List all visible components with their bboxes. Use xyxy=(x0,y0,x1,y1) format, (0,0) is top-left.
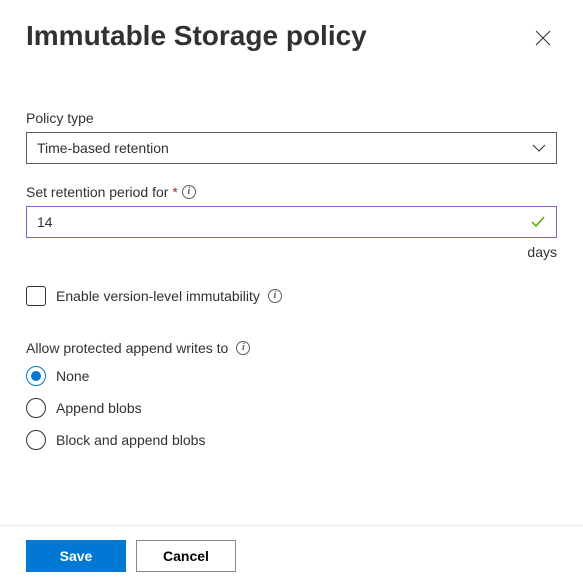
policy-type-label: Policy type xyxy=(26,110,557,126)
retention-unit: days xyxy=(26,244,557,260)
save-button[interactable]: Save xyxy=(26,540,126,572)
radio-button[interactable] xyxy=(26,398,46,418)
chevron-down-icon xyxy=(532,143,546,153)
retention-field: Set retention period for * i 14 days xyxy=(26,184,557,260)
radio-button[interactable] xyxy=(26,430,46,450)
policy-panel: Immutable Storage policy Policy type Tim… xyxy=(0,0,583,450)
radio-option-append[interactable]: Append blobs xyxy=(26,398,557,418)
append-writes-group: None Append blobs Block and append blobs xyxy=(26,366,557,450)
retention-label: Set retention period for * i xyxy=(26,184,557,200)
policy-type-value: Time-based retention xyxy=(37,140,169,156)
radio-option-none[interactable]: None xyxy=(26,366,557,386)
radio-option-block-append[interactable]: Block and append blobs xyxy=(26,430,557,450)
append-writes-label: Allow protected append writes to i xyxy=(26,340,557,356)
policy-type-field: Policy type Time-based retention xyxy=(26,110,557,164)
panel-header: Immutable Storage policy xyxy=(26,20,557,52)
cancel-button[interactable]: Cancel xyxy=(136,540,236,572)
retention-value: 14 xyxy=(37,214,53,230)
version-level-label: Enable version-level immutability i xyxy=(56,288,282,304)
info-icon[interactable]: i xyxy=(236,341,250,355)
panel-footer: Save Cancel xyxy=(0,525,583,586)
version-level-row[interactable]: Enable version-level immutability i xyxy=(26,286,557,306)
info-icon[interactable]: i xyxy=(268,289,282,303)
checkmark-icon xyxy=(530,214,546,230)
radio-label: Block and append blobs xyxy=(56,432,205,448)
close-button[interactable] xyxy=(529,24,557,52)
info-icon[interactable]: i xyxy=(182,185,196,199)
retention-input[interactable]: 14 xyxy=(26,206,557,238)
panel-title: Immutable Storage policy xyxy=(26,20,367,52)
required-indicator: * xyxy=(172,184,177,200)
close-icon xyxy=(535,30,551,46)
policy-type-select[interactable]: Time-based retention xyxy=(26,132,557,164)
radio-button[interactable] xyxy=(26,366,46,386)
radio-label: Append blobs xyxy=(56,400,142,416)
version-level-checkbox[interactable] xyxy=(26,286,46,306)
radio-label: None xyxy=(56,368,89,384)
